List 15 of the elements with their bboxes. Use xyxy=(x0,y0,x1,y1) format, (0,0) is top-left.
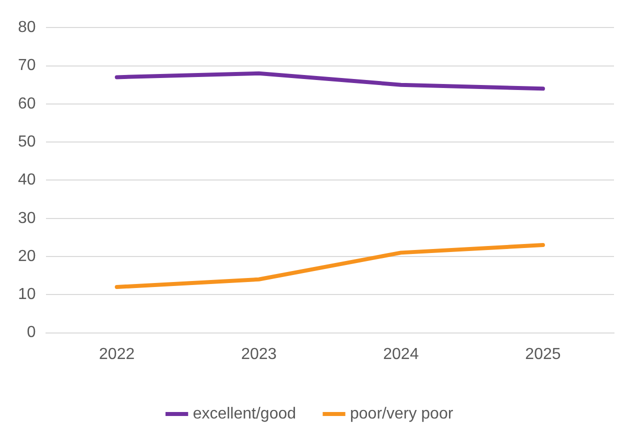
y-tick-label: 40 xyxy=(18,172,36,189)
y-tick-label: 70 xyxy=(18,57,36,74)
legend-label: poor/very poor xyxy=(350,405,454,422)
x-tick-label: 2023 xyxy=(241,346,277,363)
y-tick-label: 30 xyxy=(18,210,36,227)
y-tick-label: 20 xyxy=(18,248,36,265)
y-tick-label: 50 xyxy=(18,133,36,150)
y-tick-label: 0 xyxy=(26,324,36,342)
y-tick-label: 80 xyxy=(18,19,36,36)
x-tick-label: 2025 xyxy=(525,346,561,363)
x-tick-label: 2024 xyxy=(383,346,419,363)
y-tick-label: 60 xyxy=(18,95,36,112)
y-tick-label: 10 xyxy=(18,286,36,304)
legend-label: excellent/good xyxy=(192,405,296,422)
x-tick-label: 2022 xyxy=(99,346,135,363)
